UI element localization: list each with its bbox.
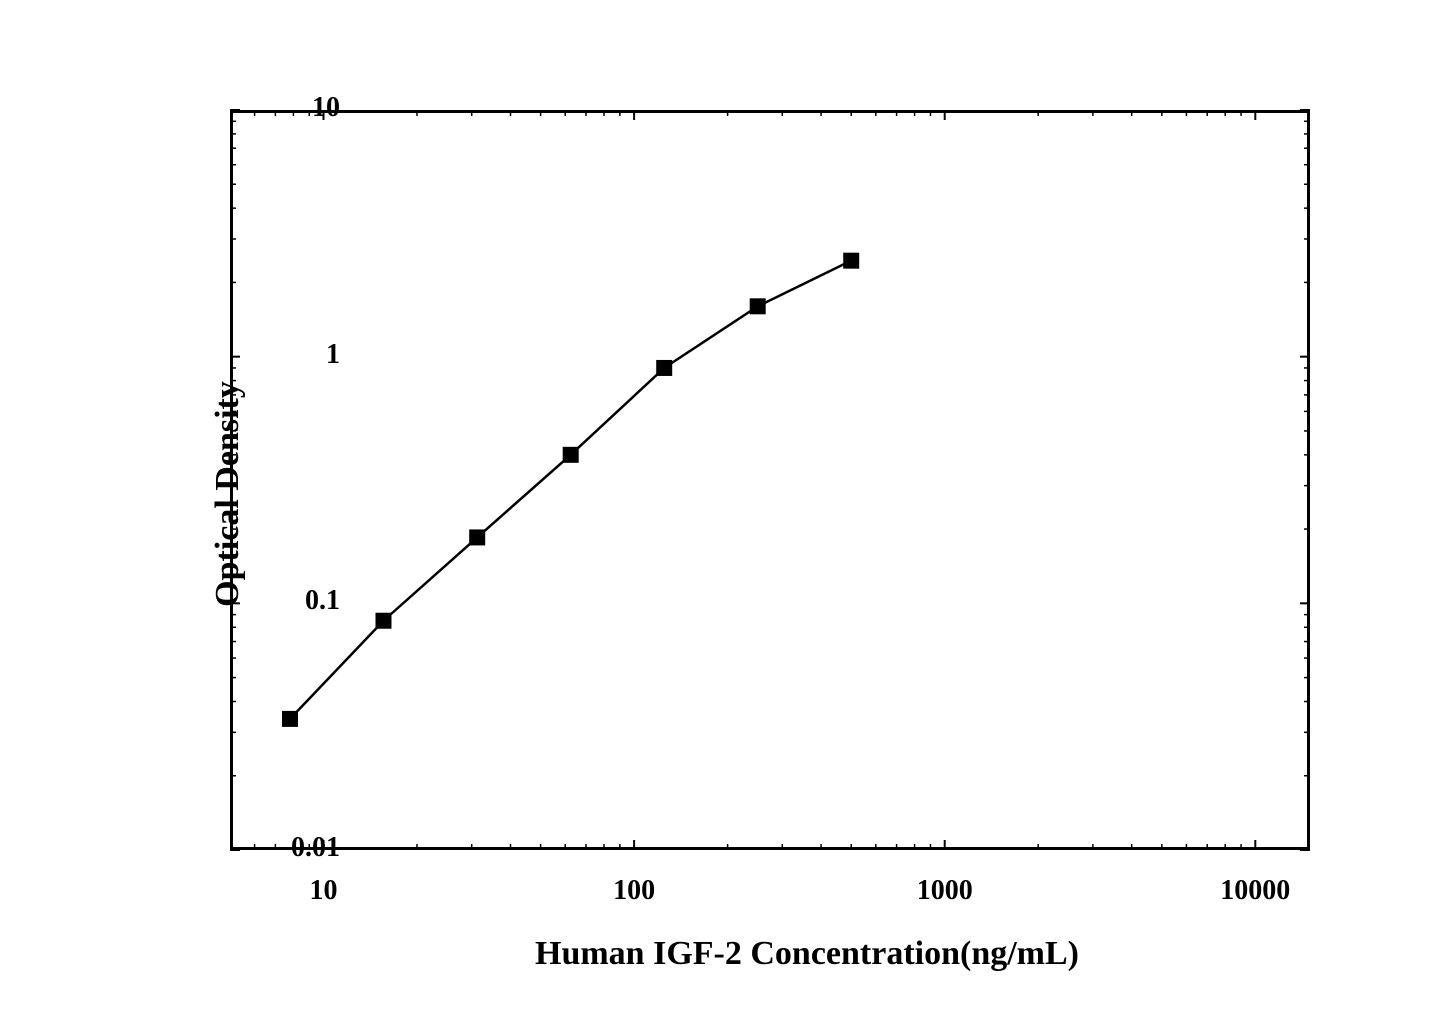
chart-container: Optical Density Human IGF-2 Concentratio… xyxy=(155,60,1355,960)
y-tick-label: 0.1 xyxy=(305,585,340,617)
data-marker xyxy=(376,613,391,628)
axis-ticks xyxy=(230,110,1310,850)
x-tick-label: 1000 xyxy=(917,875,973,907)
data-marker xyxy=(282,711,297,726)
x-tick-label: 10000 xyxy=(1220,875,1290,907)
y-tick-label: 0.01 xyxy=(291,832,340,864)
data-marker xyxy=(470,530,485,545)
data-markers xyxy=(282,253,858,726)
data-marker xyxy=(844,253,859,268)
y-tick-label: 10 xyxy=(312,92,340,124)
data-marker xyxy=(750,299,765,314)
data-line xyxy=(290,261,851,719)
data-marker xyxy=(563,447,578,462)
y-tick-label: 1 xyxy=(326,339,340,371)
x-axis-label: Human IGF-2 Concentration(ng/mL) xyxy=(535,935,1079,973)
x-tick-label: 100 xyxy=(613,875,655,907)
x-tick-label: 10 xyxy=(310,875,338,907)
data-marker xyxy=(657,360,672,375)
chart-svg xyxy=(230,110,1310,850)
